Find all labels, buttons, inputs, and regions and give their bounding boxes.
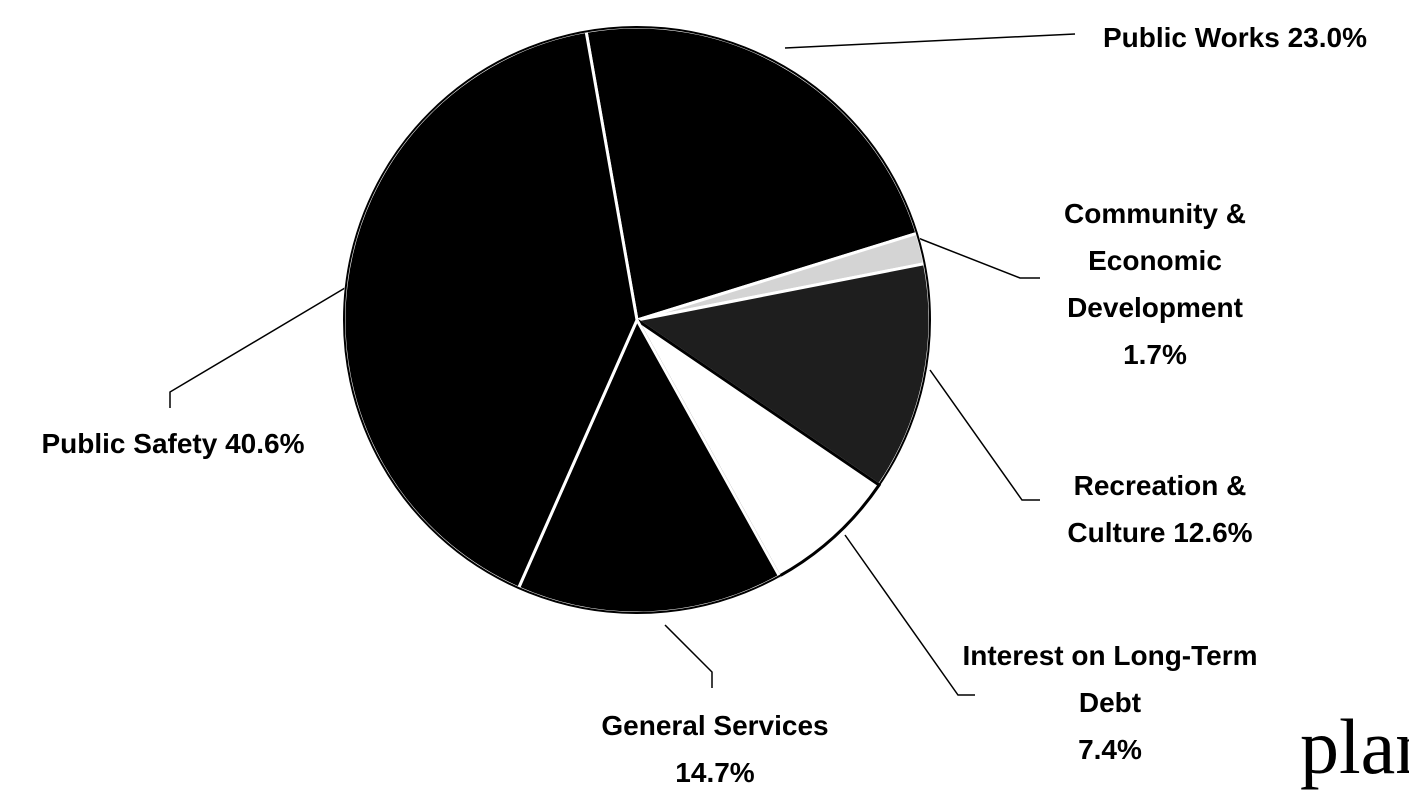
leader-line	[917, 237, 1040, 279]
leader-line	[844, 534, 975, 696]
slice-label: Community & Economic Development 1.7%	[1040, 190, 1270, 378]
slice-label: Interest on Long-Term Debt 7.4%	[960, 632, 1260, 773]
leader-line	[169, 284, 351, 408]
value-label: 40.6%	[225, 428, 305, 459]
slice-label: Public Safety 40.6%	[8, 420, 338, 467]
value-label: 14.7%	[675, 757, 755, 788]
category-label: Public Safety	[41, 428, 218, 459]
category-label: Interest on Long-Term Debt	[962, 640, 1258, 718]
leader-line	[929, 369, 1040, 501]
category-label: Public Works	[1102, 22, 1280, 53]
leader-line	[664, 624, 713, 688]
value-label: 23.0%	[1287, 22, 1368, 53]
value-label: 7.4%	[1078, 734, 1142, 765]
annotation: plant	[1300, 703, 1409, 790]
category-label: Recreation & Culture	[1067, 470, 1247, 548]
value-label: 1.7%	[1123, 339, 1187, 370]
slice-label: Recreation & Culture 12.6%	[1045, 462, 1275, 556]
slice-label: Public Works 23.0%	[1070, 14, 1400, 61]
slice-label: General Services 14.7%	[560, 702, 870, 796]
leader-line	[784, 33, 1076, 49]
leader-lines	[169, 33, 1076, 696]
value-label: 12.6%	[1173, 517, 1253, 548]
pie-outline	[343, 26, 931, 614]
category-label: General Services	[601, 710, 829, 741]
slices	[342, 25, 932, 615]
category-label: Community & Economic Development	[1064, 198, 1246, 323]
